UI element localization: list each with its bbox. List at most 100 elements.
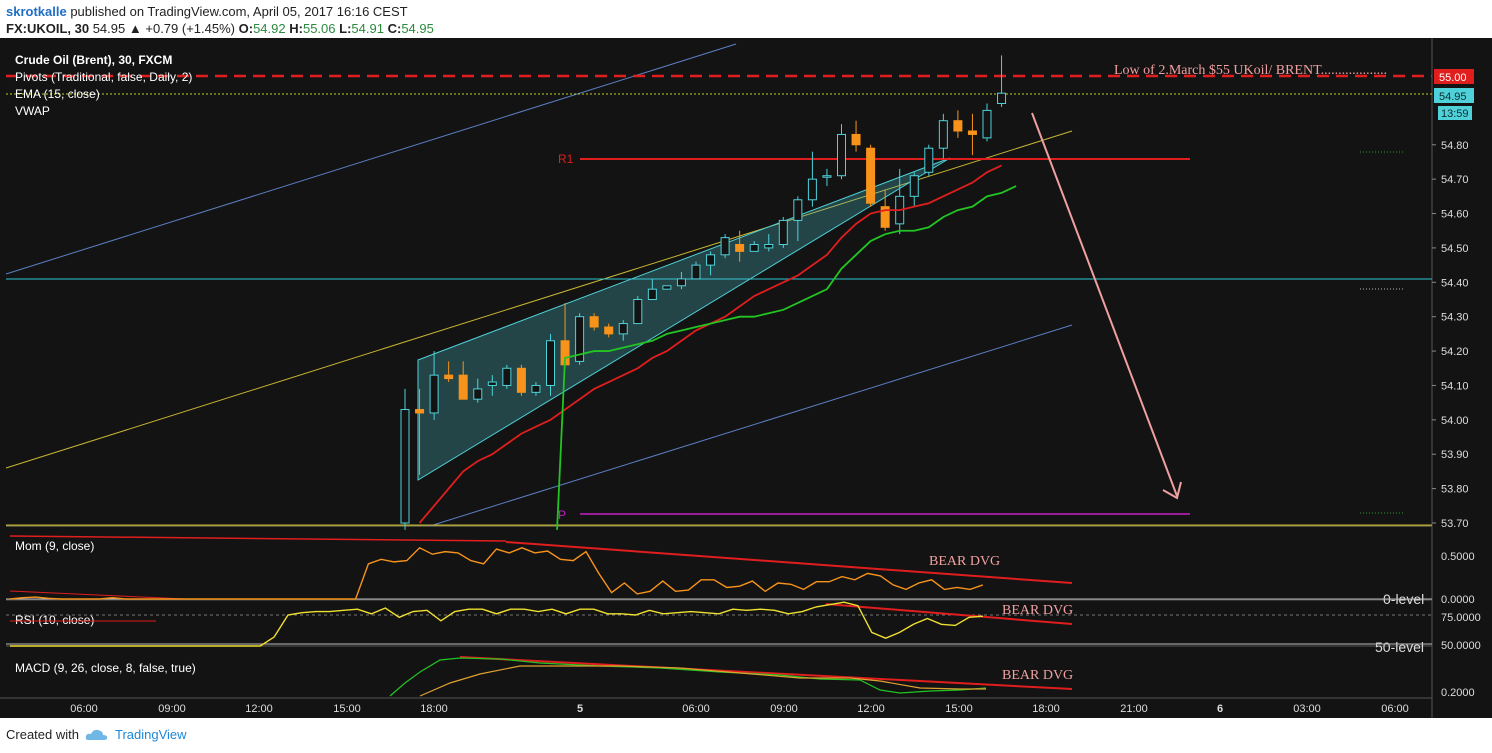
candle-up[interactable] — [546, 340, 555, 386]
bearish-arrow[interactable] — [1031, 112, 1178, 497]
rsi-pane-title[interactable]: RSI (10, close) — [15, 613, 94, 627]
candle-up[interactable] — [793, 199, 803, 221]
symbol-label: FX:UKOIL, 30 — [6, 21, 90, 36]
candle-up[interactable] — [691, 264, 701, 280]
published-text: published on TradingView.com, April 05, … — [70, 4, 408, 19]
candle-up[interactable] — [487, 381, 497, 386]
candle-down[interactable] — [851, 133, 861, 146]
yellow-trend-line[interactable] — [5, 130, 1073, 469]
candle-down[interactable] — [415, 409, 425, 414]
last-price-tag — [1434, 88, 1474, 103]
candle-up[interactable] — [618, 323, 628, 335]
candle-up[interactable] — [662, 285, 672, 290]
pivots-legend[interactable]: Pivots (Traditional, false, Daily, 2) — [15, 70, 192, 84]
candle-up[interactable] — [473, 388, 483, 400]
bear-dvg-label-macd[interactable]: BEAR DVG — [1002, 668, 1073, 683]
created-with-text: Created with — [6, 727, 79, 742]
time-axis[interactable]: 06:00 09:00 12:00 15:00 18:00 5 06:00 09:00 12:0… — [70, 703, 1409, 715]
time-tick-label: 09:00 — [158, 703, 186, 715]
candle-up[interactable] — [807, 178, 817, 201]
rising-wedge-pattern[interactable] — [417, 157, 951, 481]
vwap-legend[interactable]: VWAP — [15, 104, 50, 118]
indicator-lines — [418, 164, 1017, 530]
candle-down[interactable] — [444, 374, 454, 380]
open-label: O: — [238, 21, 254, 36]
bearish-arrow-head — [1162, 481, 1182, 500]
rsi-divergence-line[interactable] — [825, 603, 1073, 625]
ema-legend[interactable]: EMA (15, close) — [15, 87, 100, 101]
candle-down[interactable] — [967, 130, 977, 135]
time-tick-label: 15:00 — [945, 703, 973, 715]
fifty-level-label: 50-level — [1375, 639, 1424, 655]
price-tick-label: 54.60 — [1441, 209, 1469, 221]
candle-up[interactable] — [647, 288, 657, 301]
tradingview-link[interactable]: TradingView — [114, 727, 187, 742]
bear-dvg-label-mom[interactable]: BEAR DVG — [929, 554, 1000, 569]
candle-down[interactable] — [458, 374, 468, 400]
candle-up[interactable] — [982, 109, 992, 139]
bear-dvg-label-rsi[interactable]: BEAR DVG — [1002, 603, 1073, 618]
price-chart[interactable]: Crude Oil (Brent), 30, FXCM Pivots (Trad… — [0, 38, 1492, 718]
up-arrow-icon: ▲ — [128, 21, 142, 36]
price-tick-label: 54.80 — [1441, 140, 1469, 152]
mom-top-line — [9, 535, 507, 542]
candle-up[interactable] — [749, 243, 759, 252]
candle-up[interactable] — [400, 409, 410, 524]
open-value: 54.92 — [253, 21, 286, 36]
candle-up[interactable] — [502, 367, 512, 386]
candle-up[interactable] — [706, 254, 716, 266]
author-link[interactable]: skrotkalle — [6, 4, 67, 19]
mom-left-line — [9, 590, 187, 600]
candle-down[interactable] — [516, 367, 526, 393]
candle-down[interactable] — [953, 120, 963, 132]
price-axis[interactable]: 54.80 54.70 54.60 54.50 54.40 54.30 54.20 54.10… — [1432, 140, 1481, 699]
mom-series — [9, 546, 984, 600]
macd-divergence-line[interactable] — [459, 656, 1073, 690]
rsi-line[interactable] — [10, 601, 984, 647]
candle-down[interactable] — [880, 206, 890, 228]
price-tick-label: 53.80 — [1441, 484, 1469, 496]
time-tick-label: 12:00 — [245, 703, 273, 715]
macd-signal-line[interactable] — [419, 665, 986, 697]
time-tick-label: 06:00 — [70, 703, 98, 715]
macd-pane-title[interactable]: MACD (9, 26, close, 8, false, true) — [15, 661, 196, 675]
price-tick-label: 54.30 — [1441, 312, 1469, 324]
candle-down[interactable] — [589, 316, 599, 328]
candle-up[interactable] — [633, 299, 643, 325]
candle-up[interactable] — [938, 120, 948, 149]
channel-lower-line[interactable] — [429, 324, 1073, 527]
candle-up[interactable] — [575, 316, 585, 362]
p-label: P — [558, 508, 566, 522]
time-tick-label: 21:00 — [1120, 703, 1148, 715]
candle-up[interactable] — [429, 374, 439, 414]
channel-upper-line[interactable] — [5, 43, 737, 275]
macd-line[interactable] — [389, 657, 987, 697]
time-tick-label: 06:00 — [1381, 703, 1409, 715]
candle-up[interactable] — [909, 175, 919, 197]
bar-timer-tag — [1438, 106, 1472, 120]
price-tick-label: 54.40 — [1441, 277, 1469, 289]
publish-info: skrotkalle published on TradingView.com,… — [6, 4, 408, 19]
low-label: L: — [339, 21, 352, 36]
low-march-annotation[interactable]: Low of 2.March $55 UKoil/ BRENT.........… — [1114, 63, 1387, 78]
candle-up[interactable] — [531, 384, 541, 393]
mom-line[interactable] — [9, 546, 984, 600]
candle-down[interactable] — [735, 243, 745, 252]
candle-up[interactable] — [924, 147, 934, 173]
candle-up[interactable] — [778, 219, 788, 245]
rsi-series — [10, 601, 984, 647]
mom-pane-title[interactable]: Mom (9, close) — [15, 539, 94, 553]
candle-up[interactable] — [837, 133, 846, 177]
candle-up[interactable] — [822, 175, 832, 178]
candle-up[interactable] — [676, 278, 686, 287]
candle-up[interactable] — [997, 92, 1007, 105]
candle-down[interactable] — [866, 147, 876, 204]
footer: Created with TradingView — [6, 727, 187, 742]
candle-down[interactable] — [604, 326, 614, 335]
mom-divergence-line[interactable] — [505, 541, 1073, 584]
price-tick-label: 53.70 — [1441, 518, 1469, 530]
candle-up[interactable] — [764, 243, 774, 249]
candle-up[interactable] — [720, 237, 730, 256]
vwap-line[interactable] — [556, 185, 1017, 530]
time-tick-label: 18:00 — [420, 703, 448, 715]
